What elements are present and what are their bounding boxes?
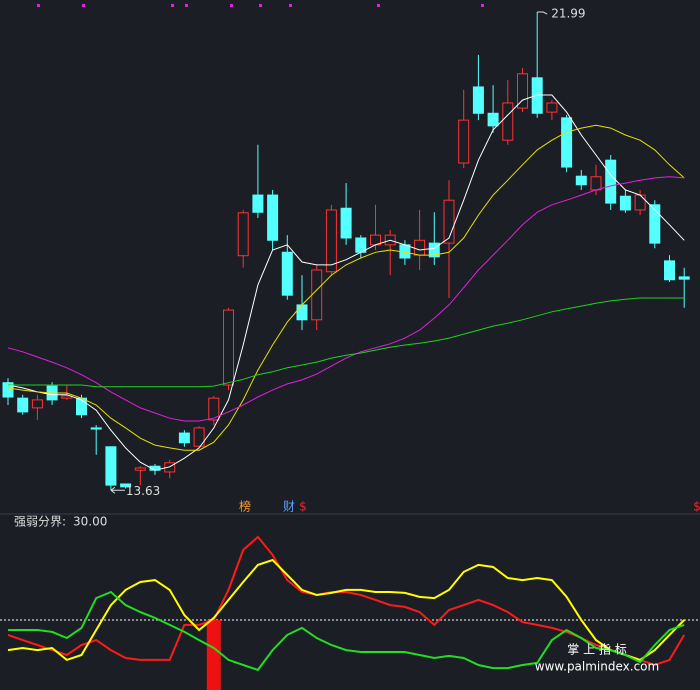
candle-body <box>517 73 528 109</box>
candle-body <box>164 462 176 473</box>
candle-body <box>267 194 279 241</box>
min-label: 13.63 <box>126 484 160 498</box>
marker: 财 <box>283 500 295 514</box>
candle-body <box>649 204 661 244</box>
indicator-line <box>8 590 685 672</box>
marker: 榜 <box>239 499 251 514</box>
candle-body <box>31 399 43 409</box>
candle-body <box>634 194 646 211</box>
max-label: 21.99 <box>551 7 585 21</box>
candle-body <box>90 427 102 430</box>
candle-body <box>223 309 234 386</box>
candle-body <box>296 304 308 321</box>
min-pointer <box>110 486 125 494</box>
candle-body <box>414 239 426 256</box>
indicator-line <box>7 535 686 667</box>
marker: $ <box>299 500 307 514</box>
ma-line <box>7 124 685 451</box>
candle-body <box>605 159 617 204</box>
candle-body <box>458 119 470 164</box>
candle-body <box>546 102 558 113</box>
watermark: 掌 上 指 标 <box>567 642 626 657</box>
indicator-line <box>7 558 685 662</box>
watermark: www.palmindex.com <box>535 660 659 674</box>
candle-body <box>502 102 514 141</box>
candle-body <box>531 77 543 114</box>
candle-body <box>120 483 132 488</box>
max-pointer <box>537 11 548 15</box>
candle-body <box>664 260 675 281</box>
candle-body <box>2 382 14 398</box>
candle-body <box>487 112 499 127</box>
candle-body <box>340 207 352 239</box>
candle-body <box>252 194 264 213</box>
candle-body <box>134 467 146 471</box>
candle-body <box>325 209 337 273</box>
candle-body <box>281 251 293 296</box>
candle-body <box>619 195 631 211</box>
candle-body <box>428 242 440 258</box>
candle-body <box>237 212 249 257</box>
candle-body <box>17 397 29 413</box>
ma-line <box>7 176 685 422</box>
top-dots <box>37 4 484 7</box>
candle-body <box>61 395 73 399</box>
candle-body <box>561 117 573 168</box>
candle-body <box>590 176 602 191</box>
marker: $ <box>693 500 700 514</box>
candle-body <box>178 432 190 444</box>
candle-body <box>193 427 205 447</box>
candle-body <box>311 269 323 321</box>
signal-bar <box>206 620 221 690</box>
candle-body <box>678 276 690 280</box>
candle-body <box>105 446 117 486</box>
candle-body <box>472 86 484 114</box>
threshold-name: 强弱分界: <box>14 515 66 529</box>
threshold-label: 30.00 <box>73 515 107 529</box>
candle-body <box>76 397 87 416</box>
candle-body <box>208 397 220 421</box>
candle-body <box>575 175 587 186</box>
candle-body <box>443 199 455 244</box>
ma-line <box>7 94 685 471</box>
ma-line <box>8 297 685 388</box>
